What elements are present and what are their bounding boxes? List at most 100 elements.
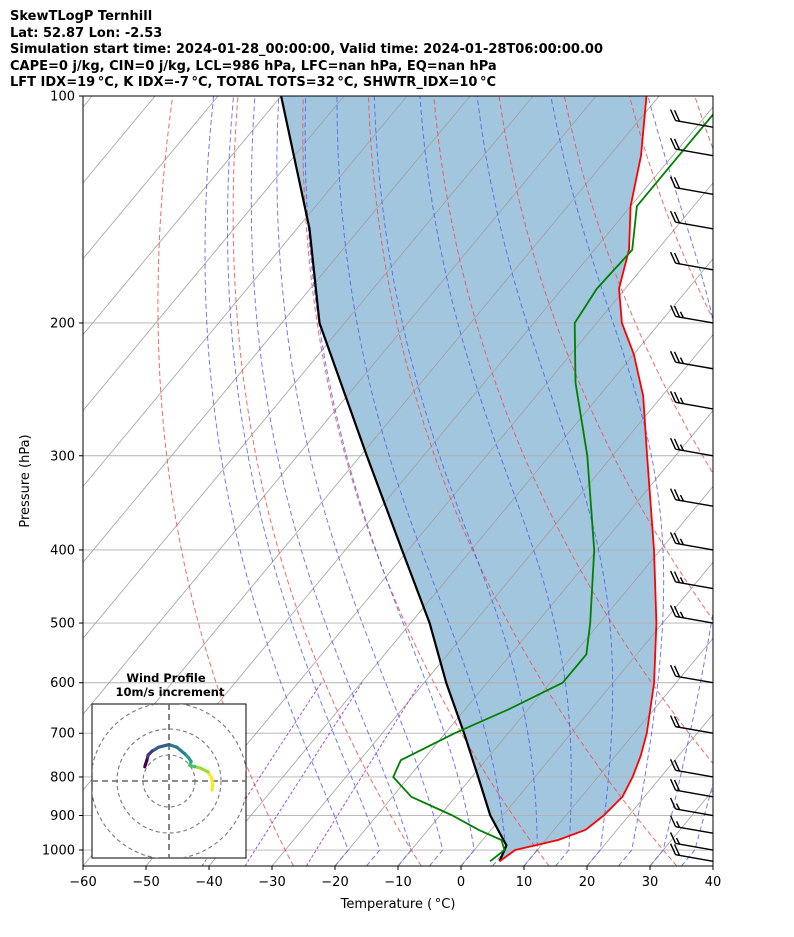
isotherm-line bbox=[586, 713, 713, 866]
wind-barb bbox=[669, 843, 714, 862]
dry-adiabat-line bbox=[302, 96, 550, 866]
moist-adiabat-line bbox=[712, 865, 713, 866]
moist-adiabat-line bbox=[647, 96, 713, 866]
moist-adiabat-line bbox=[419, 96, 572, 866]
y-tick-label: 100 bbox=[50, 90, 75, 105]
axis-ticks: −60 −50 −40 −30 −20 −10 0 10 20 30 40 100 200 300 400 5… bbox=[42, 90, 721, 891]
isotherm-line bbox=[83, 96, 282, 336]
chart-title: SkewTLogP Ternhill bbox=[10, 9, 153, 24]
x-tick-label: 0 bbox=[457, 875, 465, 890]
profile-lines bbox=[280, 96, 713, 863]
dry-adiabat-line bbox=[563, 96, 713, 475]
moist-adiabat-line bbox=[226, 96, 381, 866]
wind-barb bbox=[669, 109, 714, 128]
isotherm-line bbox=[83, 96, 93, 108]
isotherm-line bbox=[271, 334, 713, 866]
moist-adiabat-line bbox=[336, 96, 507, 866]
wind-barb bbox=[669, 832, 714, 851]
y-axis-label: Pressure (hPa) bbox=[18, 434, 33, 527]
wind-barb bbox=[669, 437, 714, 457]
wind-barb bbox=[669, 605, 714, 624]
parcel-profile-line bbox=[280, 96, 508, 862]
params-line-1: CAPE=0 j/kg, CIN=0 j/kg, LCL=986 hPa, LF… bbox=[10, 58, 497, 74]
y-tick-label: 300 bbox=[50, 449, 75, 464]
isotherm-line bbox=[145, 182, 713, 866]
wind-barb bbox=[669, 778, 714, 798]
x-tick-label: 20 bbox=[579, 875, 596, 890]
x-tick-label: −10 bbox=[384, 875, 411, 890]
x-tick-label: 40 bbox=[705, 875, 722, 890]
dry-adiabat-line bbox=[760, 96, 794, 866]
background-lines bbox=[83, 96, 794, 866]
dewpoint-profile-line bbox=[392, 113, 713, 863]
wind-barb bbox=[669, 570, 714, 590]
x-tick-label: −20 bbox=[321, 875, 348, 890]
times-line: Simulation start time: 2024-01-28_00:00:… bbox=[10, 42, 603, 57]
isotherm-line bbox=[523, 637, 713, 866]
wind-barb bbox=[669, 305, 714, 324]
isotherm-line bbox=[83, 96, 534, 639]
isotherm-line bbox=[649, 789, 713, 866]
dry-adiabat-line bbox=[157, 96, 294, 866]
mixing-ratio-line bbox=[201, 682, 322, 866]
moist-adiabat-line bbox=[373, 96, 538, 866]
isotherm-line bbox=[83, 96, 345, 412]
x-axis-label: Temperature ( °C) bbox=[340, 897, 456, 912]
mixing-ratio-line bbox=[244, 682, 363, 866]
wind-barb bbox=[669, 797, 714, 817]
wind-barbs bbox=[669, 109, 714, 862]
hodograph-trace-segment bbox=[143, 762, 148, 769]
hodograph-title: Wind Profile bbox=[126, 671, 206, 685]
header: SkewTLogP Ternhill Lat: 52.87 Lon: -2.53… bbox=[10, 9, 790, 92]
dry-adiabat-line bbox=[433, 96, 713, 765]
x-tick-label: −50 bbox=[132, 875, 159, 890]
moist-adiabat-line bbox=[276, 96, 444, 866]
x-tick-label: 30 bbox=[642, 875, 659, 890]
wind-barb bbox=[669, 715, 714, 734]
wind-barb bbox=[669, 532, 714, 551]
wind-barb bbox=[669, 251, 714, 271]
x-tick-label: 10 bbox=[516, 875, 533, 890]
dry-adiabat-line bbox=[368, 96, 678, 866]
y-tick-label: 200 bbox=[50, 316, 75, 331]
y-tick-label: 600 bbox=[50, 676, 75, 691]
wind-barb bbox=[669, 815, 714, 834]
y-tick-label: 700 bbox=[50, 727, 75, 742]
moist-adiabat-line bbox=[204, 96, 349, 866]
y-tick-label: 800 bbox=[50, 770, 75, 785]
isotherm-line bbox=[460, 561, 713, 866]
x-tick-label: −40 bbox=[195, 875, 222, 890]
moist-adiabat-line bbox=[681, 782, 713, 866]
moist-adiabat-line bbox=[550, 96, 665, 866]
hodograph-inset: Wind Profile 10m/s increment bbox=[91, 671, 247, 859]
isotherm-line bbox=[397, 485, 713, 866]
moist-adiabat-line bbox=[304, 96, 475, 866]
y-tick-label: 1000 bbox=[42, 844, 75, 859]
location-line: Lat: 52.87 Lon: -2.53 bbox=[10, 25, 163, 41]
temperature-profile-line bbox=[499, 96, 658, 863]
wind-barb bbox=[669, 391, 714, 410]
isotherm-line bbox=[83, 96, 597, 715]
isotherm-line bbox=[83, 96, 408, 488]
dry-adiabat-line bbox=[694, 96, 713, 151]
wind-barb bbox=[669, 759, 714, 778]
wind-barb bbox=[669, 488, 714, 507]
wind-barb bbox=[669, 137, 714, 157]
isotherm-line bbox=[334, 409, 713, 866]
isotherm-line bbox=[83, 96, 219, 260]
isotherm-line bbox=[712, 865, 713, 866]
isotherm-line bbox=[208, 258, 713, 866]
params-line-2: LFT IDX=19 °C, K IDX=-7 °C, TOTAL TOTS=3… bbox=[10, 75, 497, 90]
y-tick-label: 900 bbox=[50, 809, 75, 824]
mixing-ratio-line bbox=[305, 682, 421, 866]
y-tick-label: 400 bbox=[50, 543, 75, 558]
hodograph-trace-segment bbox=[157, 742, 171, 749]
wind-barb bbox=[669, 176, 714, 195]
hodograph-subtitle: 10m/s increment bbox=[116, 685, 225, 699]
y-tick-label: 500 bbox=[50, 617, 75, 632]
wind-barb bbox=[669, 664, 714, 684]
dry-adiabat-line bbox=[498, 96, 713, 621]
isotherm-line bbox=[83, 96, 471, 564]
wind-barb bbox=[669, 350, 714, 370]
